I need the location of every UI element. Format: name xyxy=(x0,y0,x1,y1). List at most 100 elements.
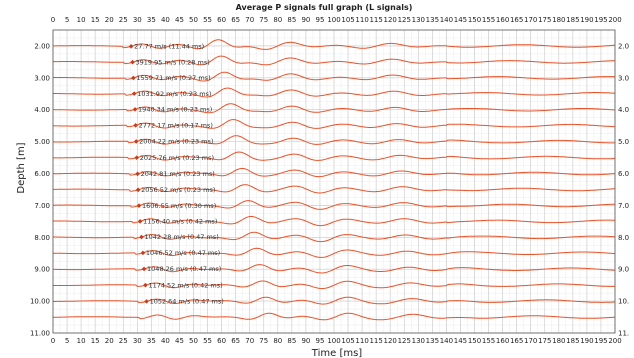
signal-trace xyxy=(53,103,616,114)
pick-marker xyxy=(144,299,149,304)
x-tick-label-bottom: 30 xyxy=(133,337,142,345)
x-tick-label-top: 155 xyxy=(482,16,495,24)
pick-marker xyxy=(128,44,134,49)
x-tick-label-top: 175 xyxy=(538,16,551,24)
signal-trace xyxy=(53,231,616,243)
pick-marker xyxy=(139,234,144,240)
pick-label: 1048.26 m/s (0.47 ms) xyxy=(147,265,221,273)
y-axis-label: Depth [m] xyxy=(16,142,27,193)
x-tick-label-bottom: 125 xyxy=(398,337,411,345)
pick-label: 1046.52 m/s (0.47 ms) xyxy=(146,249,220,257)
pick-label: 2025.76 m/s (0.23 ms) xyxy=(140,154,214,162)
pick-marker xyxy=(143,282,148,288)
pick-marker xyxy=(141,266,147,272)
signal-trace xyxy=(53,312,616,321)
pick-marker xyxy=(131,75,136,81)
x-tick-label-bottom: 175 xyxy=(538,337,551,345)
y-tick-label-left: 5.00 xyxy=(34,138,50,146)
x-tick-label-bottom: 190 xyxy=(580,337,593,345)
x-tick-label-bottom: 40 xyxy=(161,337,170,345)
y-tick-label-left: 9.00 xyxy=(34,266,50,274)
x-tick-label-bottom: 180 xyxy=(552,337,565,345)
x-tick-label-top: 0 xyxy=(51,16,55,24)
y-tick-label-right: 9.0 xyxy=(618,266,629,274)
x-tick-label-bottom: 115 xyxy=(369,337,382,345)
signal-trace xyxy=(53,215,615,227)
x-tick-label-bottom: 75 xyxy=(259,337,268,345)
x-tick-label-top: 75 xyxy=(259,16,268,24)
x-tick-label-bottom: 195 xyxy=(594,337,607,345)
y-tick-label-right: 3.0 xyxy=(618,74,629,82)
x-tick-label-top: 30 xyxy=(133,16,142,24)
x-tick-label-bottom: 15 xyxy=(91,337,100,345)
x-axis-label: Time [ms] xyxy=(311,348,363,358)
x-tick-label-top: 140 xyxy=(440,16,453,24)
x-tick-label-top: 185 xyxy=(566,16,579,24)
x-tick-label-top: 170 xyxy=(524,16,537,24)
pick-markers: 27.77 m/s (11.44 ms) 3919.95 m/s (0.28 ms… xyxy=(128,43,224,306)
x-tick-label-top: 5 xyxy=(65,16,69,24)
y-tick-label-left: 7.00 xyxy=(34,202,50,210)
y-tick-label-left: 10.00 xyxy=(30,298,50,306)
pick-label: 1606.55 m/s (0.30 ms) xyxy=(142,202,216,210)
x-tick-label-bottom: 120 xyxy=(384,337,397,345)
pick-label: 27.77 m/s (11.44 ms) xyxy=(134,43,204,51)
x-tick-label-top: 190 xyxy=(580,16,593,24)
x-tick-label-top: 10 xyxy=(77,16,86,24)
x-tick-label-bottom: 145 xyxy=(454,337,467,345)
signal-trace xyxy=(53,200,615,210)
x-tick-label-bottom: 35 xyxy=(147,337,156,345)
axis-ticks: 0055101015152020252530303535404045455050… xyxy=(30,16,629,345)
x-tick-label-bottom: 160 xyxy=(496,337,509,345)
x-tick-label-bottom: 105 xyxy=(341,337,354,345)
x-tick-label-bottom: 70 xyxy=(245,337,254,345)
pick-label: 2056.52 m/s (0.23 ms) xyxy=(141,186,215,194)
y-tick-label-right: 7.0 xyxy=(618,202,629,210)
y-tick-label-left: 11.00 xyxy=(30,330,50,338)
x-tick-label-top: 145 xyxy=(454,16,467,24)
x-tick-label-top: 60 xyxy=(217,16,226,24)
signal-trace xyxy=(52,264,615,274)
x-tick-label-bottom: 60 xyxy=(217,337,226,345)
pick-marker xyxy=(135,171,140,177)
y-tick-label-right: 8.0 xyxy=(618,234,629,242)
pick-label: 3919.95 m/s (0.28 ms) xyxy=(136,58,210,66)
chart-title: Average P signals full graph (L signals) xyxy=(236,3,413,12)
pick-marker xyxy=(135,187,141,193)
x-tick-label-bottom: 25 xyxy=(119,337,128,345)
y-tick-label-right: 6.0 xyxy=(618,170,629,178)
x-tick-label-top: 80 xyxy=(273,16,282,24)
x-tick-label-bottom: 150 xyxy=(468,337,481,345)
signal-trace xyxy=(52,167,616,178)
x-tick-label-top: 150 xyxy=(468,16,481,24)
signal-trace xyxy=(53,119,616,129)
pick-label: 1052.64 m/s (0.47 ms) xyxy=(150,298,224,306)
y-tick-label-left: 4.00 xyxy=(34,106,50,114)
x-tick-label-bottom: 170 xyxy=(524,337,537,345)
pick-marker xyxy=(131,91,137,96)
x-tick-label-top: 55 xyxy=(203,16,212,24)
pick-label: 1031.92 m/s (0.23 ms) xyxy=(137,90,211,98)
pick-label: 2004.22 m/s (0.23 ms) xyxy=(139,138,213,146)
x-tick-label-top: 15 xyxy=(91,16,100,24)
x-tick-label-top: 40 xyxy=(161,16,170,24)
x-tick-label-bottom: 200 xyxy=(608,337,621,345)
x-tick-label-top: 35 xyxy=(147,16,156,24)
x-tick-label-bottom: 20 xyxy=(105,337,114,345)
x-tick-label-top: 120 xyxy=(384,16,397,24)
x-tick-label-bottom: 45 xyxy=(175,337,184,345)
signal-trace xyxy=(53,71,616,82)
x-tick-label-top: 95 xyxy=(315,16,324,24)
x-tick-label-bottom: 50 xyxy=(189,337,198,345)
signal-trace xyxy=(52,247,616,258)
x-tick-label-top: 160 xyxy=(496,16,509,24)
x-tick-label-top: 45 xyxy=(175,16,184,24)
x-tick-label-top: 90 xyxy=(301,16,310,24)
x-tick-label-bottom: 65 xyxy=(231,337,240,345)
pick-label: 1042.28 m/s (0.47 ms) xyxy=(145,233,219,241)
x-tick-label-bottom: 0 xyxy=(51,337,55,345)
y-tick-label-left: 3.00 xyxy=(34,74,50,82)
x-tick-label-top: 20 xyxy=(105,16,114,24)
